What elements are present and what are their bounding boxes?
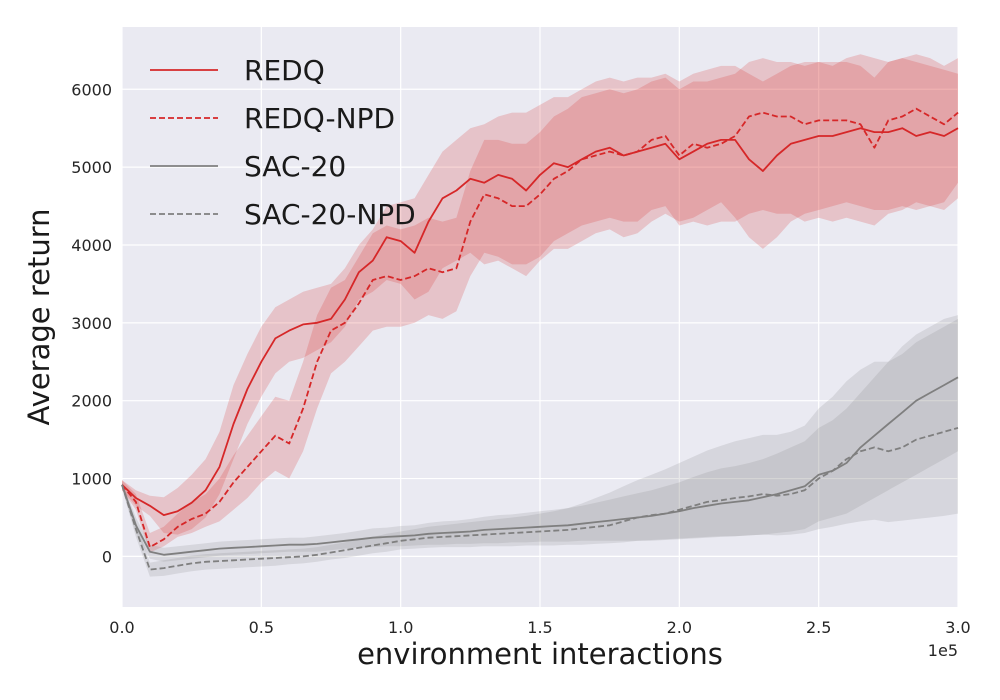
- x-offset-label: 1e5: [928, 641, 958, 660]
- x-axis-label: environment interactions: [357, 637, 723, 671]
- band-redq: [122, 54, 958, 535]
- series-line-sac-20-npd: [121, 427, 959, 571]
- grid: [121, 27, 959, 607]
- y-tick-label: 3000: [71, 314, 112, 333]
- y-tick-label: 2000: [71, 392, 112, 411]
- x-tick-label: 0.0: [109, 618, 134, 637]
- y-tick-label: 0: [102, 547, 112, 566]
- y-tick-label: 6000: [71, 80, 112, 99]
- x-tick-label: 2.5: [806, 618, 831, 637]
- x-tick-label: 2.0: [667, 618, 692, 637]
- band-redq-npd: [122, 54, 958, 553]
- legend-label-sac-20-npd: SAC-20-NPD: [244, 198, 416, 231]
- y-tick-label: 5000: [71, 158, 112, 177]
- x-tick-label: 1.0: [388, 618, 413, 637]
- legend-label-sac-20: SAC-20: [244, 150, 346, 183]
- series-lines: [121, 107, 959, 571]
- x-tick-label: 0.5: [249, 618, 274, 637]
- x-tick-label: 3.0: [945, 618, 970, 637]
- legend-label-redq: REDQ: [244, 54, 325, 87]
- band-sac-20-npd: [122, 318, 958, 577]
- legend: REDQ REDQ-NPD SAC-20 SAC-20-NPD: [150, 54, 416, 231]
- series-line-redq-npd: [121, 107, 959, 548]
- legend-label-redq-npd: REDQ-NPD: [244, 102, 395, 135]
- series-line-redq: [121, 127, 959, 516]
- x-tick-labels: 0.0 0.5 1.0 1.5 2.0 2.5 3.0: [109, 618, 970, 637]
- y-axis-label: Average return: [22, 209, 56, 426]
- y-tick-label: 1000: [71, 470, 112, 489]
- y-tick-label: 4000: [71, 236, 112, 255]
- y-tick-labels: 0 1000 2000 3000 4000 5000 6000: [71, 80, 112, 566]
- x-tick-label: 1.5: [527, 618, 552, 637]
- series-line-sac-20: [121, 376, 959, 556]
